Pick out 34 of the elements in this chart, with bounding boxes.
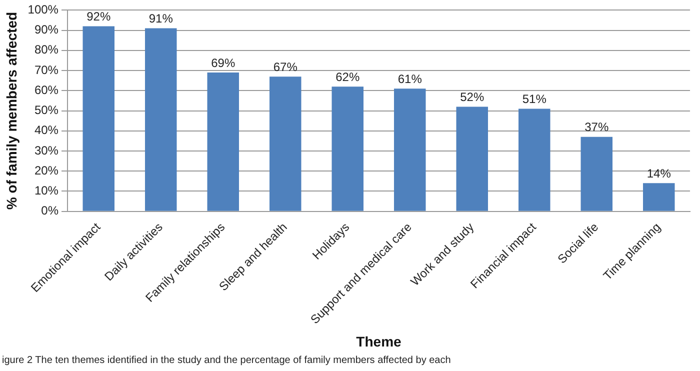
data-label: 14% bbox=[646, 166, 672, 180]
bar bbox=[269, 76, 302, 211]
bar bbox=[207, 72, 239, 211]
bar bbox=[82, 26, 114, 211]
y-tick-label: 0% bbox=[41, 204, 59, 218]
text: igure 2 The ten themes identified in the study and the percentage of family members affected by each bbox=[2, 355, 452, 366]
data-label: 91% bbox=[148, 12, 174, 26]
y-tick-label: 70% bbox=[34, 62, 59, 77]
y-tick-label: 60% bbox=[34, 82, 59, 97]
y-tick-label: 30% bbox=[34, 143, 59, 158]
data-label: 69% bbox=[211, 56, 236, 70]
data-label: 92% bbox=[86, 10, 111, 24]
bar bbox=[394, 88, 426, 211]
bar bbox=[643, 183, 675, 211]
bar bbox=[518, 108, 550, 211]
y-tick-label: 10% bbox=[34, 184, 59, 198]
y-tick-label: 100% bbox=[28, 2, 59, 17]
bar bbox=[332, 86, 364, 211]
y-tick-label: 80% bbox=[34, 42, 59, 57]
bar bbox=[580, 136, 612, 211]
data-label: 67% bbox=[273, 60, 298, 74]
y-tick-label: 40% bbox=[34, 123, 59, 138]
y-tick-label: 20% bbox=[34, 163, 59, 178]
data-label: 52% bbox=[460, 90, 484, 104]
y-tick-label: 90% bbox=[34, 22, 59, 37]
bar bbox=[456, 106, 488, 211]
x-axis-title: Theme bbox=[356, 333, 402, 350]
data-label: 61% bbox=[398, 72, 422, 86]
data-label: 62% bbox=[336, 70, 360, 84]
bar bbox=[144, 28, 177, 211]
y-tick-label: 50% bbox=[34, 103, 59, 118]
data-label: 51% bbox=[522, 92, 547, 106]
y-axis-title: % of family members affected bbox=[3, 12, 20, 210]
data-label: 37% bbox=[584, 120, 609, 134]
